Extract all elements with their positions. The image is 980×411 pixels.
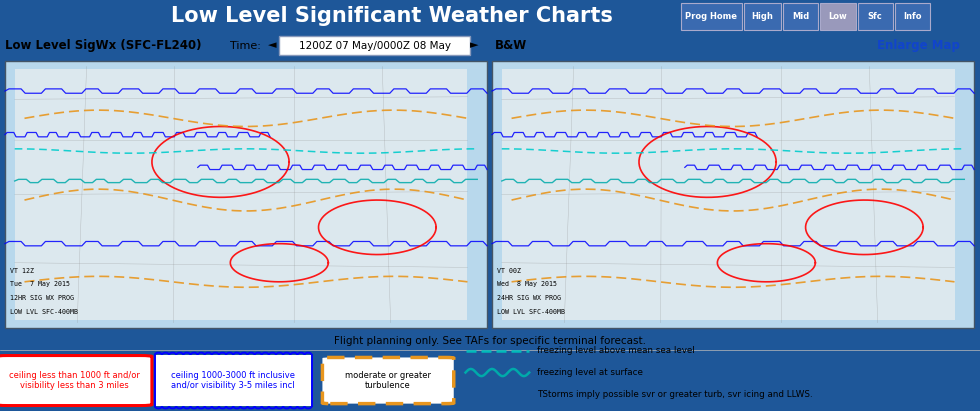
Text: TStorms imply possible svr or greater turb, svr icing and LLWS.: TStorms imply possible svr or greater tu… (537, 390, 812, 399)
Text: VT 12Z: VT 12Z (10, 268, 33, 274)
Text: High: High (752, 12, 773, 21)
Bar (5, 61, 487, 328)
Text: moderate or greater
turbulence: moderate or greater turbulence (345, 371, 431, 390)
Text: B&W: B&W (495, 39, 527, 52)
FancyBboxPatch shape (895, 3, 930, 30)
Text: Low Level SigWx (SFC-FL240): Low Level SigWx (SFC-FL240) (5, 39, 202, 52)
Text: LOW LVL SFC-400MB: LOW LVL SFC-400MB (10, 309, 77, 314)
Text: ceiling less than 1000 ft and/or
visibility less than 3 miles: ceiling less than 1000 ft and/or visibil… (9, 371, 139, 390)
Text: ceiling 1000-3000 ft inclusive
and/or visibility 3-5 miles incl: ceiling 1000-3000 ft inclusive and/or vi… (172, 371, 295, 390)
Text: LOW LVL SFC-400MB: LOW LVL SFC-400MB (497, 309, 564, 314)
Text: Low: Low (828, 12, 848, 21)
Text: freezing level above mean sea level: freezing level above mean sea level (537, 346, 695, 356)
FancyBboxPatch shape (858, 3, 893, 30)
FancyBboxPatch shape (0, 356, 152, 406)
Text: 12HR SIG WX PROG: 12HR SIG WX PROG (10, 295, 74, 301)
Text: Low Level Significant Weather Charts: Low Level Significant Weather Charts (172, 7, 612, 26)
Text: Enlarge Map: Enlarge Map (877, 39, 960, 52)
Text: VT 00Z: VT 00Z (497, 268, 520, 274)
Text: 24HR SIG WX PROG: 24HR SIG WX PROG (497, 295, 561, 301)
Text: Info: Info (904, 12, 921, 21)
Text: Prog Home: Prog Home (685, 12, 738, 21)
FancyBboxPatch shape (322, 358, 454, 404)
Bar (15, 69, 467, 320)
Text: freezing level at surface: freezing level at surface (537, 368, 643, 377)
Text: Mid: Mid (792, 12, 809, 21)
Text: Sfc: Sfc (867, 12, 883, 21)
FancyBboxPatch shape (783, 3, 818, 30)
Bar (155, 355, 312, 406)
FancyBboxPatch shape (279, 36, 470, 55)
Text: 1200Z 07 May/0000Z 08 May: 1200Z 07 May/0000Z 08 May (299, 41, 452, 51)
Text: ◄: ◄ (269, 41, 276, 51)
Text: Wed  8 May 2015: Wed 8 May 2015 (497, 281, 557, 287)
Bar (492, 61, 974, 328)
Text: Time:: Time: (230, 41, 262, 51)
Text: Flight planning only. See TAFs for specific terminal forecast.: Flight planning only. See TAFs for speci… (334, 336, 646, 346)
FancyBboxPatch shape (744, 3, 781, 30)
FancyBboxPatch shape (681, 3, 742, 30)
Bar (502, 69, 955, 320)
Text: ►: ► (470, 41, 478, 51)
Text: Tue  7 May 2015: Tue 7 May 2015 (10, 281, 70, 287)
FancyBboxPatch shape (820, 3, 856, 30)
